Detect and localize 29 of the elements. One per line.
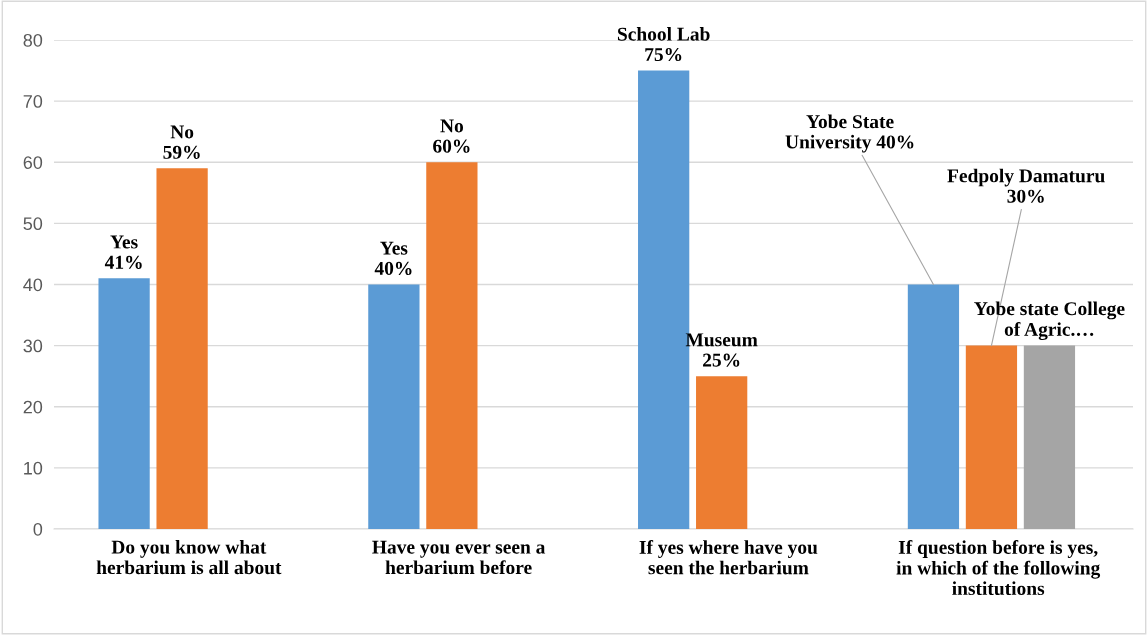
bar xyxy=(426,162,478,529)
data-label: Yes 40% xyxy=(374,241,412,276)
data-label: School Lab 75% xyxy=(617,27,710,62)
y-tick-label: 40 xyxy=(23,278,43,292)
y-tick-label: 30 xyxy=(23,339,43,353)
bar xyxy=(368,284,420,529)
y-tick-label: 60 xyxy=(23,156,43,169)
bar xyxy=(1023,345,1076,529)
bar xyxy=(156,168,208,529)
y-tick-label: 0 xyxy=(33,522,43,536)
y-tick-label: 80 xyxy=(23,33,43,47)
x-tick-label: If question before is yes, in which of the following institutions xyxy=(896,540,1101,596)
y-tick-label: 20 xyxy=(23,400,43,414)
data-label: Yobe state College of Agric.… xyxy=(974,301,1125,341)
x-tick-label: Do you know what herbarium is all about xyxy=(96,540,282,575)
bar xyxy=(98,278,150,529)
data-label: Yobe State University 40% xyxy=(785,114,914,153)
data-label: No 60% xyxy=(433,119,470,153)
x-tick-label: Have you ever seen a herbarium before xyxy=(372,540,546,575)
y-tick-label: 10 xyxy=(24,461,43,475)
bar xyxy=(965,345,1018,529)
y-tick-label: 50 xyxy=(23,217,43,231)
bar xyxy=(696,376,748,529)
data-label: Fedpoly Damaturu 30% xyxy=(947,168,1105,203)
x-tick-label: If yes where have you seen the herbarium xyxy=(639,540,818,575)
bar xyxy=(907,284,960,529)
y-tick-label: 70 xyxy=(23,95,43,108)
data-label: Yes 41% xyxy=(104,235,142,269)
data-label: No 59% xyxy=(163,125,200,159)
